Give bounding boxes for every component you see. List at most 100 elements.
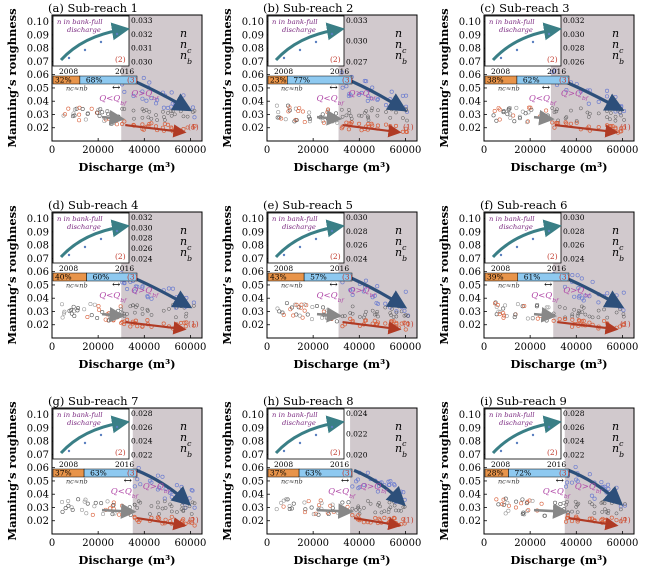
- data-point-n: [189, 512, 194, 516]
- inset-tick-label: 0.028: [563, 409, 585, 418]
- data-point-n: [370, 308, 375, 313]
- low-flow-arrow: [101, 307, 126, 323]
- inset-point: [314, 237, 318, 241]
- inset-title-line1: n in bank-full: [57, 18, 103, 26]
- data-point-nb: [170, 286, 175, 291]
- label-1: (1): [188, 516, 199, 525]
- y-tick-label: 0.05: [242, 83, 264, 94]
- y-tick-label: 0.08: [459, 44, 481, 55]
- data-point-n: [366, 118, 371, 122]
- data-point: [320, 112, 325, 117]
- data-point-n: [570, 509, 574, 514]
- data-point-nc: [587, 320, 592, 325]
- data-point: [520, 109, 525, 114]
- data-point-nb: [160, 474, 165, 479]
- label-2: (2): [330, 448, 341, 457]
- data-point-nc: [128, 324, 133, 329]
- plot-frame: [266, 407, 418, 535]
- inset-point: [67, 253, 71, 257]
- y-tick-label: 0.02: [242, 320, 264, 331]
- data-point: [494, 304, 499, 309]
- inset-tick-label: 0.026: [563, 241, 585, 250]
- q-label-low: Q<Qbf: [531, 291, 560, 304]
- inset-tick-label: 0.026: [131, 244, 153, 253]
- data-point-n: [587, 500, 592, 505]
- inset-point: [99, 237, 103, 241]
- label-2: (2): [115, 252, 126, 261]
- label-2: (2): [330, 252, 341, 261]
- subplot-2: (b) Sub-reach 2 0.02 0.03 0.04 0.05 0.06 0.07 0…: [220, 1, 421, 174]
- legend-n: n: [180, 224, 187, 237]
- inset-title-line2: discharge: [499, 26, 533, 34]
- data-point-n: [613, 118, 618, 123]
- data-point-nb: [155, 473, 160, 478]
- data-point: [512, 315, 517, 320]
- inset-tick-label: 0.031: [131, 44, 152, 53]
- data-point-nc: [373, 516, 378, 521]
- nc-nb-note: nc≈nb: [66, 282, 88, 290]
- data-point-nc: [372, 318, 377, 323]
- legend-n: n: [395, 420, 402, 433]
- x-axis-label: Discharge (m³): [293, 553, 390, 567]
- data-point-nc: [576, 318, 581, 323]
- panel-title: (h) Sub-reach 8: [263, 394, 354, 408]
- data-point-nb: [604, 88, 610, 93]
- inset-title-line2: discharge: [499, 419, 533, 427]
- data-point-n: [579, 304, 584, 309]
- data-point-n: [588, 111, 592, 116]
- y-tick-label: 0.08: [242, 44, 264, 55]
- x-tick-label: 60000: [175, 342, 207, 353]
- data-point: [76, 497, 81, 502]
- data-point: [77, 112, 82, 117]
- data-point-n: [608, 117, 612, 122]
- data-point: [503, 303, 508, 308]
- y-axis-label: Manning’s roughness: [5, 205, 19, 344]
- inset-tick-label: 0.024: [346, 409, 368, 418]
- data-point: [114, 122, 119, 127]
- y-tick-label: 0.02: [459, 516, 481, 527]
- data-point-nc: [402, 521, 407, 526]
- y-tick-label: 0.02: [459, 123, 481, 134]
- label-3: (3): [127, 273, 138, 282]
- data-point-n: [131, 303, 135, 308]
- data-point: [101, 512, 106, 517]
- data-point-nb: [581, 298, 586, 303]
- data-point-n: [192, 501, 197, 506]
- data-point: [69, 505, 74, 510]
- data-point-n: [605, 315, 610, 320]
- y-tick-label: 0.03: [459, 503, 481, 514]
- inset-point: [499, 56, 503, 60]
- data-point: [302, 510, 307, 515]
- data-point-nc: [404, 129, 409, 134]
- inset-year-start: 2008: [491, 67, 510, 76]
- inset-point: [115, 32, 119, 36]
- inset-tick-label: 0.033: [131, 16, 153, 25]
- y-tick-label: 0.03: [242, 110, 264, 121]
- data-point: [345, 504, 350, 509]
- data-point: [319, 501, 324, 506]
- data-point-nb: [363, 278, 369, 283]
- x-axis-label: Discharge (m³): [510, 160, 607, 174]
- data-point-n: [344, 113, 349, 118]
- data-point-nb: [140, 89, 145, 94]
- panel-title: (c) Sub-reach 3: [480, 1, 570, 15]
- nc-nb-note: nc≈nb: [498, 478, 520, 486]
- x-tick-label: 0: [49, 342, 55, 353]
- data-point: [496, 106, 501, 111]
- legend-n: n: [612, 224, 619, 237]
- data-point-n: [163, 118, 167, 122]
- plot-frame: [51, 211, 203, 339]
- data-point: [303, 507, 308, 512]
- y-tick-label: 0.06: [242, 70, 264, 81]
- data-point-nb: [145, 295, 150, 300]
- inset-trend-arrow: [274, 22, 345, 62]
- data-point-n: [128, 304, 133, 309]
- data-point-nc: [149, 121, 154, 126]
- pct-right-label: 63%: [305, 469, 322, 478]
- data-point: [105, 499, 110, 504]
- label-3: (3): [127, 76, 138, 85]
- data-point-nc: [562, 316, 568, 321]
- y-tick-label: 0.10: [27, 17, 49, 28]
- data-point: [89, 106, 94, 111]
